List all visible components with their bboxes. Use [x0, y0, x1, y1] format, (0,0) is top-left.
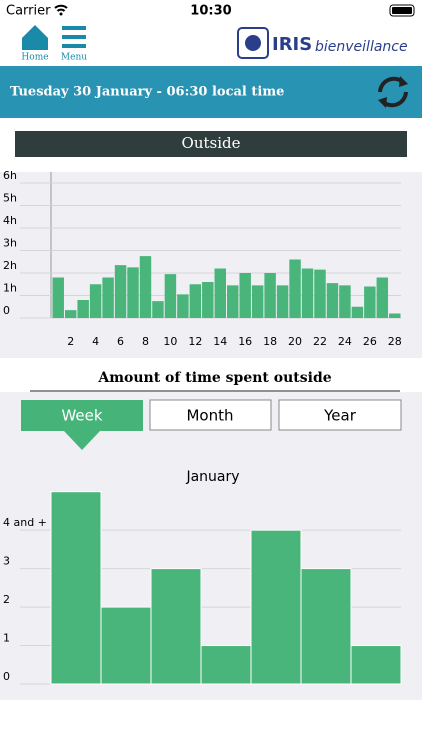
- home-button[interactable]: Home: [21, 25, 49, 63]
- x-tick-label: 20: [288, 335, 302, 348]
- bar: [127, 267, 139, 318]
- battery-level: [392, 7, 412, 14]
- y-tick-label: 1: [3, 632, 10, 645]
- bar: [202, 282, 214, 318]
- logo-text: IRIS: [272, 34, 312, 55]
- bar: [77, 300, 89, 318]
- bar: [264, 273, 276, 318]
- clock: 10:30: [190, 4, 231, 19]
- y-tick-label: 6h: [3, 169, 17, 182]
- tab-active[interactable]: [21, 400, 143, 431]
- tab[interactable]: [149, 399, 272, 431]
- menu-bar: [62, 26, 86, 30]
- refresh-arrows: [378, 76, 408, 108]
- x-tick-label: 14: [213, 335, 227, 348]
- bar: [376, 277, 389, 318]
- wifi-icon: [54, 4, 68, 12]
- y-tick-label: 0: [3, 670, 10, 683]
- bar: [326, 283, 339, 318]
- tab-pointer: [64, 431, 100, 450]
- tab-label: Week: [61, 407, 102, 425]
- bar: [301, 268, 314, 318]
- bar: [389, 313, 401, 318]
- bar: [164, 274, 177, 318]
- y-tick-label: 5h: [3, 192, 17, 205]
- chart-title: January: [185, 469, 239, 485]
- home-icon: [22, 25, 48, 50]
- bar: [300, 568, 352, 685]
- bar: [214, 268, 226, 318]
- logo-mark: [245, 35, 261, 51]
- y-tick-label: 3: [3, 555, 10, 568]
- x-tick-label: 10: [163, 335, 177, 348]
- bar: [114, 265, 127, 318]
- caption: Amount of time spent outside: [97, 370, 331, 386]
- bar: [200, 645, 252, 685]
- tab[interactable]: [278, 399, 402, 431]
- bar: [250, 529, 302, 685]
- bar: [50, 491, 102, 685]
- x-tick-label: 12: [188, 335, 202, 348]
- banner: [0, 66, 422, 118]
- bar: [152, 301, 164, 318]
- x-tick-label: 18: [263, 335, 277, 348]
- y-tick-label: 4 and +: [3, 516, 47, 529]
- carrier: Carrier: [6, 4, 51, 19]
- section-header: [15, 131, 407, 157]
- y-tick-label: 3h: [3, 237, 17, 250]
- bar: [239, 273, 251, 318]
- bar: [177, 294, 189, 318]
- bar: [339, 285, 351, 318]
- bar: [276, 285, 289, 318]
- tab-label: Year: [323, 407, 357, 425]
- x-tick-label: 26: [363, 335, 377, 348]
- x-tick-label: 16: [238, 335, 252, 348]
- y-tick-label: 0: [3, 304, 10, 317]
- section-title: Outside: [182, 134, 241, 152]
- x-tick-label: 6: [117, 335, 124, 348]
- menu-bar: [62, 35, 86, 39]
- tab-label: Month: [186, 407, 233, 425]
- x-tick-label: 2: [67, 335, 74, 348]
- x-tick-label: 8: [142, 335, 149, 348]
- bar: [289, 259, 301, 318]
- bar: [351, 306, 364, 318]
- y-tick-label: 4h: [3, 214, 17, 227]
- bar: [89, 284, 102, 318]
- y-tick-label: 1h: [3, 282, 17, 295]
- x-tick-label: 22: [313, 335, 327, 348]
- battery: [389, 4, 415, 17]
- bar: [189, 284, 202, 318]
- bar: [102, 277, 114, 318]
- home-label: Home: [21, 53, 48, 63]
- bar: [364, 286, 376, 318]
- bar: [227, 285, 239, 318]
- x-tick-label: 4: [92, 335, 99, 348]
- y-tick-label: 2h: [3, 259, 17, 272]
- menu-label: Menu: [61, 53, 87, 63]
- chart-bg: [0, 172, 422, 358]
- bar: [314, 269, 326, 318]
- bar: [350, 645, 402, 685]
- x-tick-label: 28: [388, 335, 402, 348]
- bar: [139, 256, 152, 318]
- x-tick-label: 24: [338, 335, 352, 348]
- menu-bar: [62, 44, 86, 48]
- menu-button[interactable]: Menu: [61, 26, 87, 63]
- y-tick-label: 2: [3, 593, 10, 606]
- banner-date: Tuesday 30 January - 06:30 local time: [10, 85, 284, 100]
- wifi-dot: [59, 12, 63, 16]
- bar: [64, 310, 77, 318]
- bar: [150, 568, 202, 685]
- bar: [251, 285, 264, 318]
- logo-sub: bienveillance: [315, 39, 408, 55]
- bar: [52, 277, 64, 318]
- refresh-button[interactable]: [378, 76, 408, 108]
- bar: [100, 606, 152, 685]
